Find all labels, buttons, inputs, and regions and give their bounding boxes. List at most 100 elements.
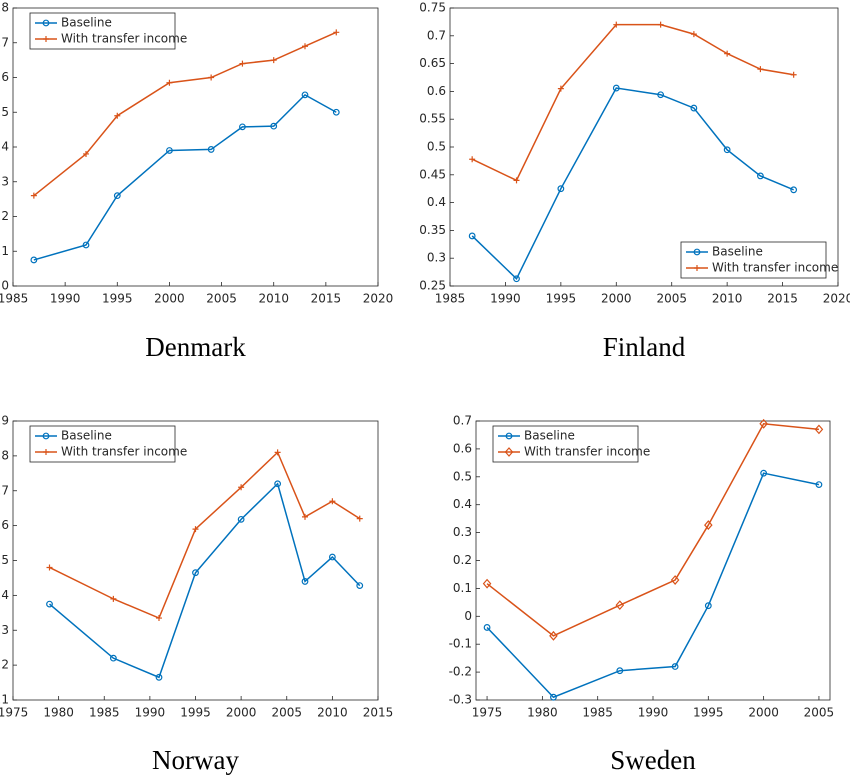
y-tick-label: 0.45 [419, 167, 446, 181]
y-tick-label: 0.4 [0, 588, 9, 602]
marker [724, 50, 731, 57]
marker [46, 600, 53, 608]
legend-marker [43, 449, 49, 455]
marker [192, 569, 199, 577]
marker [302, 43, 308, 50]
marker [114, 112, 121, 119]
marker [270, 122, 278, 130]
data-line [33, 93, 337, 261]
marker [670, 575, 680, 585]
y-tick-label: -0.1 [449, 637, 472, 651]
x-tick-label: 2015 [363, 706, 394, 720]
x-tick-label: 1990 [490, 292, 521, 306]
x-tick-label: 1985 [0, 292, 28, 306]
marker [208, 74, 215, 81]
x-tick-label: 1995 [102, 292, 133, 306]
y-tick-label: 0.6 [427, 84, 446, 98]
y-tick-label: 0.2 [0, 658, 9, 672]
subplot: 1975 1980 1985 1990 1995 2000 2005 -0.3 -0.2 -0.1… [449, 414, 835, 776]
legend-box [492, 425, 639, 463]
marker [760, 469, 768, 477]
legend-label: Baseline [524, 429, 575, 443]
y-tick-label: 0.6 [0, 70, 9, 84]
x-tick-label: 1995 [693, 706, 724, 720]
y-tick-label: 0.25 [419, 279, 446, 293]
legend-marker [504, 447, 514, 457]
marker [814, 424, 824, 435]
legend-marker [42, 19, 50, 27]
legend-label: With transfer income [712, 261, 838, 275]
marker [237, 515, 245, 523]
marker [30, 256, 38, 264]
x-tick-label: 1985 [89, 706, 120, 720]
marker [704, 520, 713, 530]
y-tick-label: 0.8 [0, 1, 9, 15]
chart-title: Finland [603, 332, 686, 362]
marker [207, 146, 215, 153]
y-tick-label: 0.1 [453, 581, 472, 595]
y-tick-label: 0.5 [427, 140, 446, 154]
x-tick-label: 1990 [50, 292, 81, 306]
y-tick-label: 0.35 [419, 223, 446, 237]
y-tick-label: 0 [464, 609, 472, 623]
marker [557, 185, 565, 193]
marker [329, 498, 336, 505]
y-tick-label: 0.3 [0, 623, 9, 637]
marker [156, 615, 162, 622]
marker [790, 71, 797, 78]
y-tick-label: 0.8 [0, 448, 9, 462]
legend-label: Baseline [61, 16, 112, 30]
y-tick-label: 0.7 [0, 35, 9, 49]
y-tick-label: 0.3 [453, 525, 472, 539]
marker [239, 60, 246, 67]
marker [239, 123, 246, 131]
data-line [486, 472, 820, 699]
y-tick-label: 0.3 [427, 251, 446, 265]
legend-marker [693, 248, 701, 256]
marker [549, 630, 558, 641]
marker [301, 91, 309, 99]
legend: Baseline With transfer income [492, 425, 650, 463]
legend-label: With transfer income [524, 445, 650, 459]
marker [690, 104, 698, 112]
subplot: 1985 1990 1995 2000 2005 2010 2015 2020 0.25 0.3 0… [419, 1, 850, 363]
y-tick-label: 0.4 [0, 140, 9, 154]
marker [302, 513, 308, 520]
legend-box [680, 241, 827, 279]
x-tick-label: 1995 [180, 706, 211, 720]
marker [469, 156, 476, 163]
x-tick-label: 2000 [748, 706, 779, 720]
x-tick-label: 2000 [154, 292, 185, 306]
marker [657, 91, 665, 99]
marker [759, 418, 768, 429]
legend-label: Baseline [61, 429, 112, 443]
marker [155, 673, 163, 681]
marker [274, 480, 282, 488]
legend-box [29, 12, 176, 50]
x-tick-label: 2010 [712, 292, 743, 306]
y-tick-label: -0.2 [449, 665, 472, 679]
marker [513, 275, 520, 283]
marker [46, 564, 53, 571]
x-tick-label: 2015 [311, 292, 342, 306]
data-line [486, 422, 820, 637]
marker [192, 526, 199, 533]
marker [557, 85, 564, 92]
chart-title: Norway [152, 745, 239, 775]
plot-area [12, 420, 379, 701]
y-tick-label: 0 [1, 279, 9, 293]
x-tick-label: 1990 [135, 706, 166, 720]
marker [238, 484, 245, 491]
marker [166, 79, 173, 86]
x-tick-label: 1990 [638, 706, 669, 720]
marker [657, 21, 664, 28]
data-line [471, 87, 794, 281]
marker [671, 663, 679, 670]
marker [356, 515, 363, 522]
marker [704, 602, 712, 610]
legend: Baseline With transfer income [680, 241, 838, 279]
legend-label: Baseline [712, 245, 763, 259]
y-tick-label: 0.7 [427, 28, 446, 42]
marker [113, 192, 121, 200]
y-tick-label: 0.75 [419, 1, 446, 15]
